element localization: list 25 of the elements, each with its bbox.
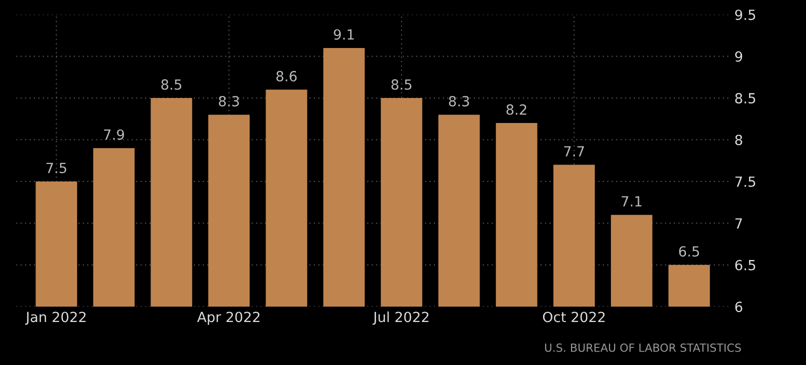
data-label: 7.7: [564, 146, 584, 156]
x-tick-label: Oct 2022: [543, 312, 605, 322]
data-label: 8.3: [448, 96, 469, 106]
text: U.S. BUREAU OF LABOR STATISTICS: [545, 343, 741, 352]
data-label: 8.5: [161, 79, 182, 90]
data-label: 8.3: [218, 96, 239, 106]
y-tick-label: 7.5: [735, 176, 756, 187]
y-tick-label: 9.5: [735, 10, 756, 20]
data-label: 7.9: [104, 129, 124, 140]
data-label: 8.6: [276, 70, 297, 82]
x-tick-label: Jan 2022: [25, 312, 86, 325]
data-label: 8.2: [506, 104, 526, 115]
y-tick-label: 6.5: [735, 260, 756, 270]
data-label: 8.5: [391, 79, 412, 90]
y-tick-label: 9: [735, 51, 742, 62]
data-label: 6.5: [679, 246, 699, 257]
y-tick-label: 7: [735, 218, 742, 228]
x-tick-label: Jul 2022: [372, 311, 428, 325]
y-tick-label: 8: [735, 134, 742, 146]
data-label: 7.5: [46, 162, 66, 174]
y-tick-label: 6: [735, 302, 742, 312]
y-tick-label: 8.5: [735, 92, 756, 104]
data-label: 7.1: [622, 196, 642, 206]
x-tick-label: Apr 2022: [197, 312, 260, 325]
data-label: 9.1: [334, 29, 354, 40]
